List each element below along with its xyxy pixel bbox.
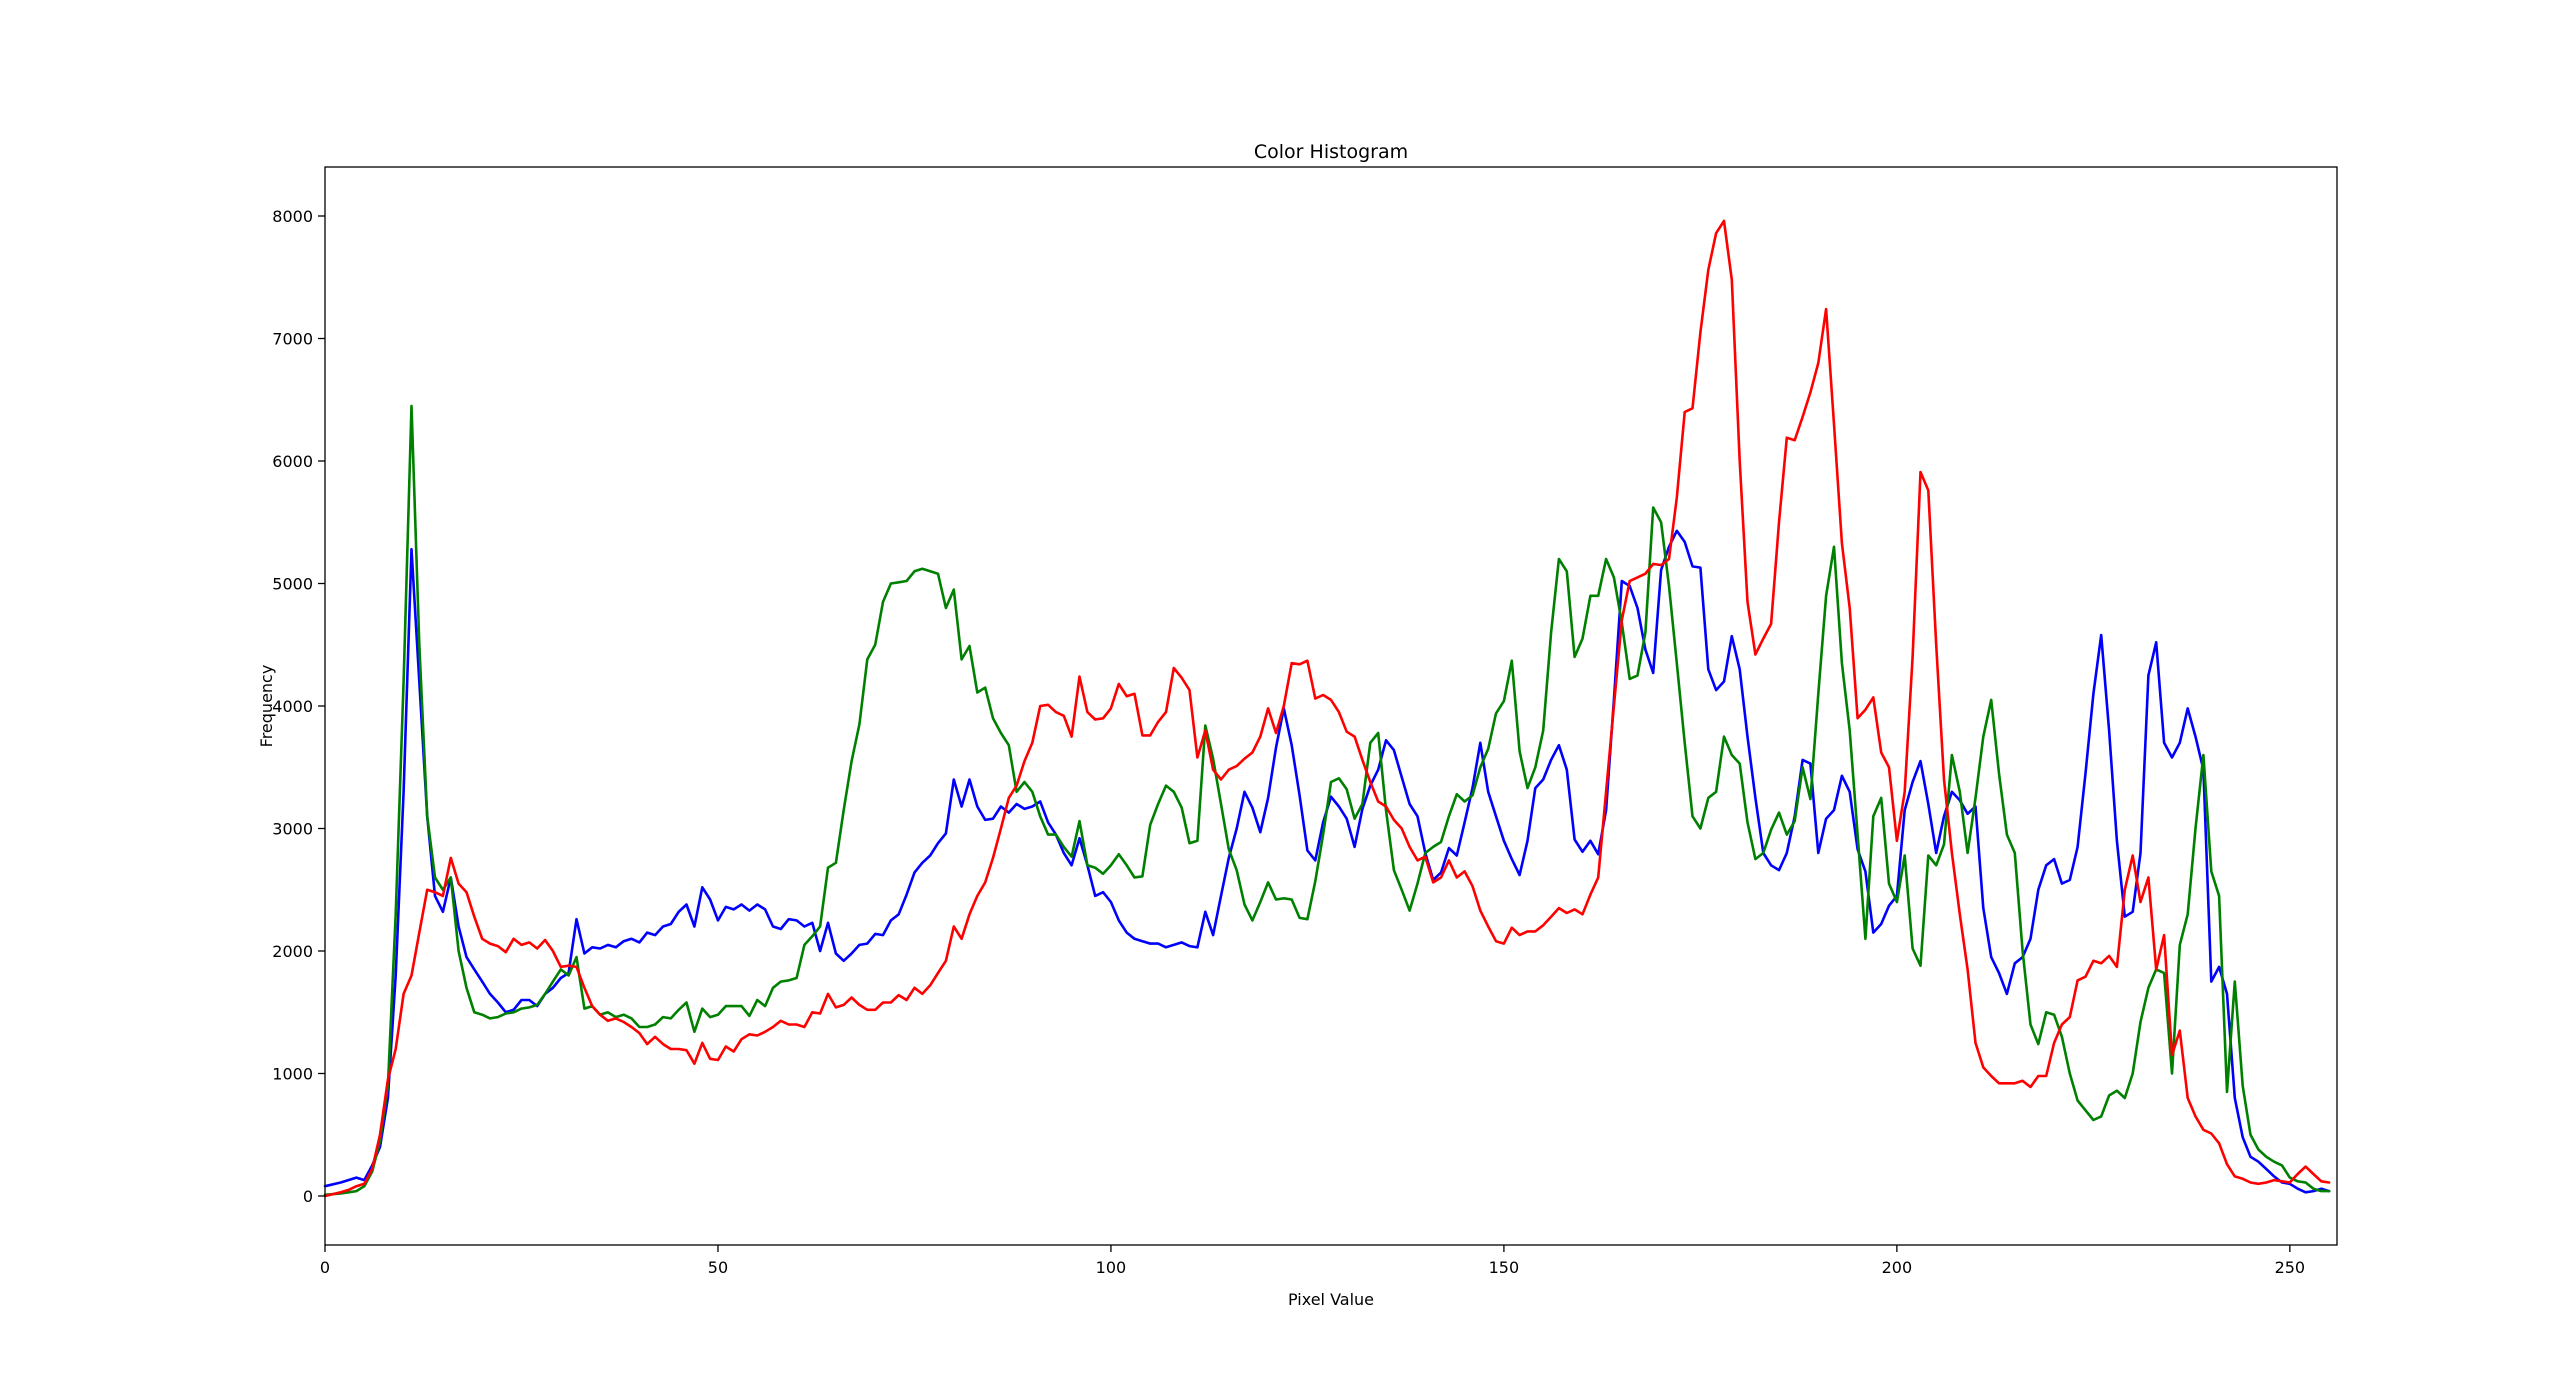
x-tick-label: 150 xyxy=(1489,1258,1520,1277)
chart-title: Color Histogram xyxy=(1254,141,1408,163)
plot-area-frame xyxy=(324,166,2338,1246)
y-tick-label: 5000 xyxy=(272,575,313,594)
green-channel-line xyxy=(323,404,2331,1197)
y-tick-label: 2000 xyxy=(272,942,313,961)
y-tick-label: 8000 xyxy=(272,207,313,226)
x-tick-label: 50 xyxy=(708,1258,728,1277)
y-tick-label: 3000 xyxy=(272,820,313,839)
series-layer xyxy=(323,219,2331,1198)
ticks-layer: 0 50 100 150 200 250 0 1000 2000 3000 4000 5000 6000… xyxy=(272,207,2305,1277)
x-tick-label: 250 xyxy=(2275,1258,2306,1277)
y-tick-label: 4000 xyxy=(272,697,313,716)
blue-channel-line xyxy=(323,529,2331,1194)
x-axis-title: Pixel Value xyxy=(1288,1290,1374,1309)
red-channel-line xyxy=(323,219,2331,1198)
x-tick-label: 100 xyxy=(1096,1258,1127,1277)
y-tick-label: 1000 xyxy=(272,1065,313,1084)
y-tick-label: 7000 xyxy=(272,330,313,349)
y-tick-label: 6000 xyxy=(272,452,313,471)
y-axis-title: Frequency xyxy=(257,665,276,748)
x-tick-label: 200 xyxy=(1882,1258,1913,1277)
y-tick-label: 0 xyxy=(303,1187,313,1206)
x-tick-label: 0 xyxy=(320,1258,330,1277)
